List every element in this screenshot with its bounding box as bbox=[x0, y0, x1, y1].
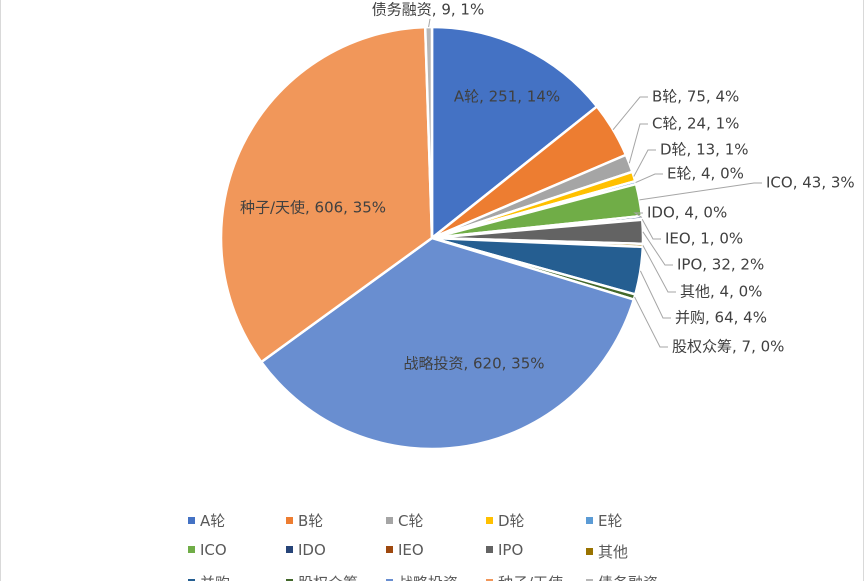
data-label-1: B轮, 75, 4% bbox=[652, 88, 739, 106]
data-label-14: 债务融资, 9, 1% bbox=[372, 1, 484, 19]
legend-label: ICO bbox=[200, 541, 227, 559]
legend-label: D轮 bbox=[498, 512, 525, 530]
legend-swatch bbox=[486, 546, 493, 553]
pie-chart: A轮, 251, 14% B轮, 75, 4% C轮, 24, 1% D轮, 13, … bbox=[219, 1, 855, 451]
legend-swatch bbox=[286, 517, 293, 524]
legend-item-6: IDO bbox=[286, 541, 326, 559]
legend-item-7: IEO bbox=[386, 541, 424, 559]
legend-item-8: IPO bbox=[486, 541, 523, 559]
legend-item-1: B轮 bbox=[286, 510, 323, 531]
slice-12 bbox=[260, 236, 636, 451]
legend-swatch bbox=[188, 546, 195, 553]
legend-label: 种子/天使 bbox=[498, 574, 563, 581]
data-label-13: 种子/天使, 606, 35% bbox=[240, 199, 386, 217]
legend-label: IEO bbox=[398, 541, 424, 559]
legend-swatch bbox=[586, 517, 593, 524]
legend-swatch bbox=[386, 546, 393, 553]
legend-label: C轮 bbox=[398, 512, 424, 530]
data-label-3: D轮, 13, 1% bbox=[660, 141, 749, 159]
data-label-11: 股权众筹, 7, 0% bbox=[672, 338, 784, 356]
legend-item-12: 战略投资 bbox=[386, 572, 458, 581]
legend-swatch bbox=[286, 546, 293, 553]
leader-line-5 bbox=[639, 182, 762, 201]
leader-line-14 bbox=[428, 18, 431, 28]
legend-label: A轮 bbox=[200, 512, 226, 530]
slice-13 bbox=[219, 25, 434, 364]
data-label-4: E轮, 4, 0% bbox=[667, 165, 744, 183]
legend-label: IPO bbox=[498, 541, 524, 559]
leader-line-1 bbox=[612, 96, 648, 131]
legend-item-10: 并购 bbox=[188, 572, 230, 581]
data-label-12: 战略投资, 620, 35% bbox=[403, 355, 544, 373]
legend-label: IDO bbox=[298, 541, 326, 559]
leader-line-10 bbox=[639, 270, 671, 319]
legend-swatch bbox=[586, 548, 593, 555]
legend-swatch bbox=[386, 579, 393, 581]
leader-line-2 bbox=[628, 123, 648, 164]
legend-item-13: 种子/天使 bbox=[486, 572, 563, 581]
data-label-6: IDO, 4, 0% bbox=[647, 204, 727, 222]
leader-line-6 bbox=[633, 212, 643, 218]
legend-item-0: A轮 bbox=[188, 510, 225, 531]
data-label-0: A轮, 251, 14% bbox=[454, 88, 560, 106]
legend-item-11: 股权众筹 bbox=[286, 572, 358, 581]
legend-swatch bbox=[188, 517, 195, 524]
left-border bbox=[0, 0, 1, 581]
legend-swatch bbox=[486, 517, 493, 524]
legend-swatch bbox=[486, 579, 493, 581]
data-label-8: IPO, 32, 2% bbox=[677, 256, 764, 274]
leader-line-8 bbox=[642, 231, 673, 266]
data-label-10: 并购, 64, 4% bbox=[675, 309, 767, 327]
data-label-2: C轮, 24, 1% bbox=[652, 115, 739, 133]
legend-item-14: 债务融资 bbox=[586, 572, 658, 581]
legend-item-5: ICO bbox=[188, 541, 227, 559]
slice-14 bbox=[423, 25, 434, 240]
legend-item-3: D轮 bbox=[486, 510, 525, 531]
pie-slices bbox=[219, 25, 645, 451]
data-labels: A轮, 251, 14% B轮, 75, 4% C轮, 24, 1% D轮, 13, … bbox=[240, 1, 855, 373]
legend-label: 股权众筹 bbox=[298, 574, 358, 581]
leader-line-7 bbox=[641, 219, 661, 240]
legend-label: 战略投资 bbox=[398, 574, 458, 581]
leader-line-9 bbox=[642, 245, 676, 293]
legend-label: E轮 bbox=[598, 512, 623, 530]
legend-swatch bbox=[586, 579, 593, 581]
data-label-9: 其他, 4, 0% bbox=[680, 283, 762, 301]
legend-label: B轮 bbox=[298, 512, 324, 530]
legend-label: 债务融资 bbox=[598, 574, 658, 581]
data-label-5: ICO, 43, 3% bbox=[766, 174, 855, 192]
data-label-7: IEO, 1, 0% bbox=[665, 230, 743, 248]
legend-swatch bbox=[386, 517, 393, 524]
slice-0 bbox=[430, 25, 599, 240]
leader-line-3 bbox=[633, 149, 656, 177]
legend: A轮 B轮 C轮 D轮 E轮 ICO IDO IEO IPO 其他并购 股权众筹 战略投资 种子/天使 债… bbox=[188, 508, 828, 581]
legend-swatch bbox=[188, 579, 195, 581]
legend-label: 并购 bbox=[200, 574, 230, 581]
legend-swatch bbox=[286, 579, 293, 581]
legend-item-9: 其他 bbox=[586, 541, 628, 562]
leader-line-11 bbox=[634, 296, 668, 348]
legend-item-2: C轮 bbox=[386, 510, 423, 531]
legend-label: 其他 bbox=[598, 543, 629, 561]
legend-item-4: E轮 bbox=[586, 510, 622, 531]
leader-line-4 bbox=[635, 173, 663, 184]
